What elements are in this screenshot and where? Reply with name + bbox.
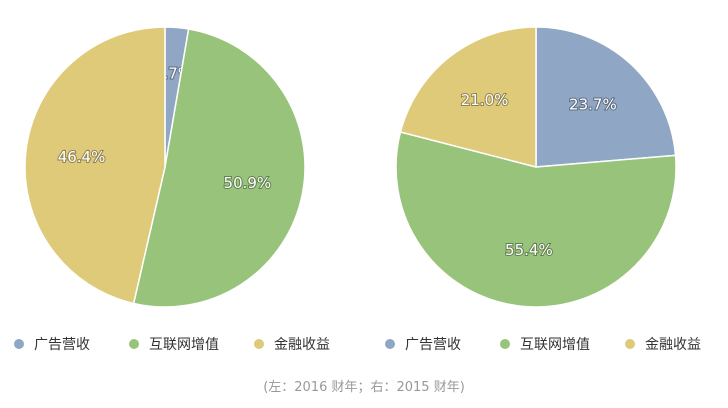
pie-left-slice-2: [24, 26, 166, 305]
legend-right-item-0: 广告营收: [385, 334, 461, 354]
legend-right-swatch-1: [500, 339, 510, 349]
pie-right-label-1: 55.4%: [505, 241, 553, 259]
legend-left-swatch-0: [14, 339, 24, 349]
legend-right-item-1: 互联网增值: [500, 334, 590, 354]
legend-right-label-1: 互联网增值: [520, 337, 590, 353]
pie-right-label-0: 23.7%: [569, 96, 617, 114]
legend-left-label-1: 互联网增值: [149, 337, 219, 353]
legend-left-swatch-1: [129, 339, 139, 349]
legend-right-label-2: 金融收益: [645, 337, 701, 353]
pie-chart-right: 23.7% 55.4% 21.0%: [395, 26, 677, 308]
pie-right-slice-2: [399, 26, 537, 168]
legend-left-label-2: 金融收益: [274, 337, 330, 353]
legend-left-item-2: 金融收益: [254, 334, 330, 354]
pie-left-slice-1: [132, 28, 306, 308]
legend-left-item-1: 互联网增值: [129, 334, 219, 354]
pie-chart-left: 2.7%50.9%46.4%: [24, 26, 306, 308]
legend-right-label-0: 广告营收: [405, 337, 461, 353]
pie-right-slice-0: [535, 26, 677, 168]
pie-left-label-2: 46.4%: [58, 148, 106, 166]
legend-left-label-0: 广告营收: [34, 337, 90, 353]
legend-right-swatch-2: [625, 339, 635, 349]
figure-caption: (左：2016 财年；右：2015 财年): [263, 380, 465, 395]
pie-right-label-2: 21.0%: [461, 91, 509, 109]
legend-left-swatch-2: [254, 339, 264, 349]
legend-right-swatch-0: [385, 339, 395, 349]
pie-right-slice-1: [395, 131, 677, 308]
legend-right-item-2: 金融收益: [625, 334, 701, 354]
legend-left-item-0: 广告营收: [14, 334, 90, 354]
pie-left-label-1: 50.9%: [224, 174, 272, 192]
